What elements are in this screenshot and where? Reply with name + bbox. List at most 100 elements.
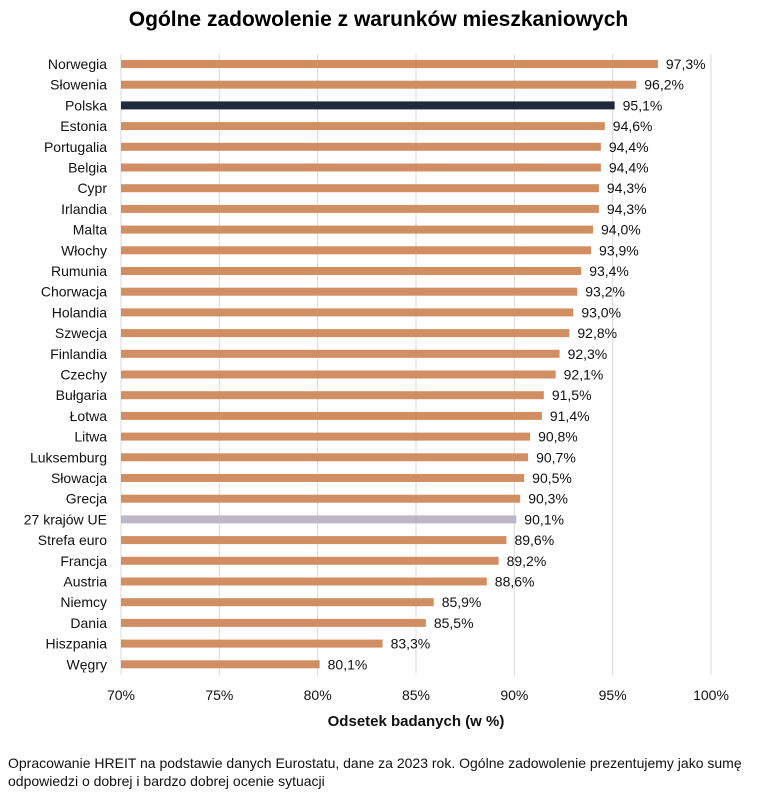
data-label: 93,9% — [599, 242, 639, 258]
category-label: Chorwacja — [41, 284, 107, 300]
data-label: 94,4% — [609, 139, 649, 155]
bar — [121, 184, 599, 193]
category-label: Irlandia — [61, 201, 107, 217]
bar — [121, 267, 582, 275]
x-tick-label: 90% — [500, 687, 528, 703]
data-label: 93,0% — [581, 304, 621, 320]
category-label: Portugalia — [44, 139, 107, 155]
bar — [121, 204, 599, 213]
value-labels: 97,3% 96,2% 95,1% 94,6% 94,4% 94,4% 94,3% 94,3%… — [328, 56, 706, 672]
category-label: Norwegia — [48, 56, 107, 72]
category-label: Słowacja — [51, 470, 107, 486]
data-label: 90,5% — [532, 470, 572, 486]
bar — [121, 453, 529, 462]
data-label: 90,7% — [536, 449, 576, 465]
data-label: 93,2% — [585, 284, 625, 300]
category-label: Estonia — [60, 118, 107, 134]
data-label: 93,4% — [589, 263, 629, 279]
category-label: Dania — [70, 615, 107, 631]
category-label: Luksemburg — [30, 449, 107, 465]
category-label: Polska — [65, 97, 107, 113]
category-label: Bułgaria — [56, 387, 108, 403]
data-label: 89,2% — [507, 553, 547, 569]
category-label: Łotwa — [70, 408, 108, 424]
bar — [121, 101, 615, 110]
bar — [121, 122, 605, 131]
category-label: Francja — [60, 553, 107, 569]
chart-title: Ogólne zadowolenie z warunków mieszkanio… — [128, 8, 629, 31]
data-label: 92,3% — [568, 346, 608, 362]
data-label: 80,1% — [328, 656, 368, 672]
bar — [121, 639, 383, 648]
data-label: 92,1% — [564, 367, 604, 383]
data-label: 95,1% — [623, 97, 663, 113]
data-label: 91,4% — [550, 408, 590, 424]
data-label: 85,5% — [434, 615, 474, 631]
category-label: Strefa euro — [38, 532, 107, 548]
category-labels: Norwegia Słowenia Polska Estonia Portugalia B… — [24, 56, 108, 672]
category-label: Węgry — [67, 656, 107, 672]
bar — [121, 536, 507, 545]
bar — [121, 60, 658, 68]
data-label: 92,8% — [577, 325, 617, 341]
data-label: 89,6% — [514, 532, 554, 548]
x-axis-title: Odsetek badanych (w %) — [328, 713, 505, 730]
data-label: 94,6% — [613, 118, 653, 134]
bar — [121, 163, 601, 172]
x-tick-label: 80% — [304, 687, 332, 703]
data-label: 94,3% — [607, 180, 647, 196]
data-label: 90,1% — [524, 511, 564, 527]
bar — [121, 370, 556, 379]
category-label: Litwa — [74, 429, 107, 445]
category-label: Holandia — [52, 304, 107, 320]
x-tick-label: 70% — [107, 687, 135, 703]
bar — [121, 329, 570, 338]
category-label: Czechy — [60, 367, 107, 383]
bar — [121, 391, 544, 400]
category-label: Słowenia — [50, 77, 107, 93]
bar — [121, 349, 560, 358]
bar — [121, 515, 517, 524]
bar — [121, 618, 426, 627]
bar — [121, 474, 525, 482]
data-label: 94,0% — [601, 222, 641, 238]
bar — [121, 308, 574, 317]
bar — [121, 80, 637, 89]
data-label: 96,2% — [644, 77, 684, 93]
bar — [121, 411, 542, 420]
bar — [121, 287, 578, 296]
category-label: 27 krajów UE — [24, 511, 107, 527]
data-label: 97,3% — [666, 56, 706, 72]
data-label: 90,8% — [538, 429, 578, 445]
bar — [121, 225, 593, 234]
data-label: 85,9% — [442, 594, 482, 610]
source-note: Opracowanie HREIT na podstawie danych Eu… — [8, 755, 742, 789]
x-tick-labels: 70% 75% 80% 85% 90% 95% 100% — [107, 687, 729, 703]
data-label: 94,4% — [609, 160, 649, 176]
category-label: Niemcy — [60, 594, 107, 610]
bar — [121, 598, 434, 607]
category-label: Belgia — [68, 160, 107, 176]
category-label: Austria — [63, 574, 107, 590]
bar — [121, 556, 499, 565]
x-tick-label: 75% — [205, 687, 233, 703]
bar — [121, 660, 320, 669]
category-label: Malta — [73, 222, 107, 238]
grid-lines — [120, 54, 712, 675]
data-label: 83,3% — [391, 636, 431, 652]
data-label: 88,6% — [495, 574, 535, 590]
x-tick-label: 100% — [693, 687, 729, 703]
category-label: Szwecja — [55, 325, 107, 341]
bar-chart: Norwegia Słowenia Polska Estonia Portugalia B… — [24, 54, 729, 730]
bar — [121, 494, 521, 503]
category-label: Grecja — [66, 491, 107, 507]
category-label: Finlandia — [50, 346, 107, 362]
bar — [121, 142, 601, 151]
data-label: 90,3% — [528, 491, 568, 507]
category-label: Rumunia — [51, 263, 107, 279]
bar — [121, 246, 592, 255]
category-label: Hiszpania — [46, 636, 108, 652]
data-label: 91,5% — [552, 387, 592, 403]
category-label: Cypr — [77, 180, 107, 196]
x-tick-label: 85% — [402, 687, 430, 703]
